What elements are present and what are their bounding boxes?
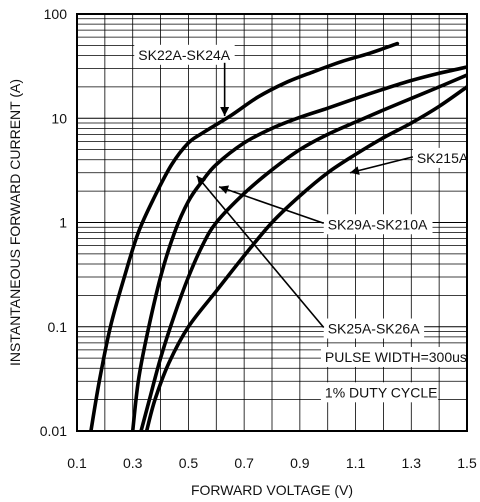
y-tick-label: 100 (44, 6, 68, 22)
x-tick-label: 1.3 (402, 455, 422, 471)
annotation-pulse-width-300us: PULSE WIDTH=300us (325, 349, 467, 365)
series-line-sk22a-sk24a (89, 41, 400, 431)
x-tick-label: 0.9 (290, 455, 310, 471)
annotation-bg-pulse-width-300us (320, 346, 472, 367)
annotation-arrow-sk25a-sk26a (196, 175, 325, 329)
annotation-layer: SK22A-SK24A SK29A-SK210A SK25A-SK26A SK215A… (134, 44, 472, 403)
plot-frame (76, 13, 468, 432)
x-axis-label: FORWARD VOLTAGE (V) (191, 482, 353, 498)
y-tick-label: 0.1 (48, 319, 68, 335)
y-tick-label: 0.01 (40, 423, 67, 439)
annotation-sk25a-sk26a: SK25A-SK26A (328, 321, 420, 337)
y-tick-label: 1 (59, 215, 67, 231)
x-tick-label: 0.3 (123, 455, 143, 471)
series-line-sk215a (144, 85, 467, 431)
series-line-sk25a-sk26a (130, 65, 467, 431)
annotation-bg-sk29a-sk210a (323, 214, 433, 235)
series-line-sk29a-sk210a (139, 73, 467, 431)
y-tick-label: 10 (51, 110, 67, 126)
annotation-bg-sk22a-sk24a (134, 44, 235, 65)
annotation-arrow-sk29a-sk210a (218, 185, 324, 225)
series-layer (89, 41, 467, 431)
annotation-sk215a: SK215A (417, 150, 469, 166)
x-tick-label: 1.1 (346, 455, 366, 471)
annotation-bg-1-duty-cycle (320, 382, 439, 403)
annotation-1-duty-cycle: 1% DUTY CYCLE (325, 384, 438, 400)
annotation-bg-sk25a-sk26a (323, 318, 425, 339)
x-tick-label: 0.1 (67, 455, 87, 471)
y-axis-label: INSTANTANEOUS FORWARD CURRENT (A) (7, 79, 23, 366)
x-tick-label: 0.5 (179, 455, 199, 471)
annotation-arrow-sk215a (349, 156, 414, 175)
x-tick-label: 1.5 (457, 455, 477, 471)
annotation-bg-sk215a (412, 147, 472, 168)
annotation-sk29a-sk210a: SK29A-SK210A (328, 216, 428, 232)
x-tick-label: 0.7 (234, 455, 254, 471)
annotation-sk22a-sk24a: SK22A-SK24A (138, 47, 230, 63)
